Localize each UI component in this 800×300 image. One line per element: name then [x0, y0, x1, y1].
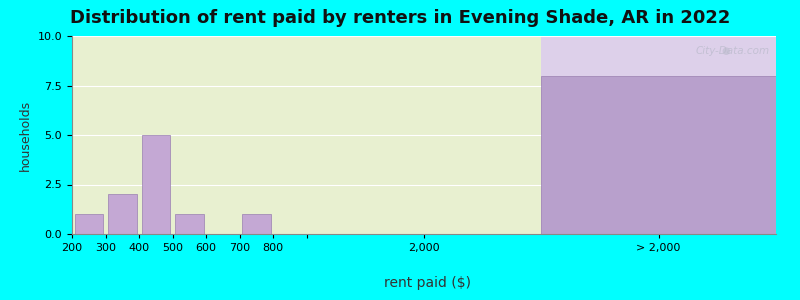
Bar [542, 36, 776, 234]
Bar [542, 76, 776, 234]
Text: City-Data.com: City-Data.com [695, 46, 770, 56]
Bar [242, 214, 270, 234]
Bar [142, 135, 170, 234]
Text: rent paid ($): rent paid ($) [385, 275, 471, 290]
Text: Distribution of rent paid by renters in Evening Shade, AR in 2022: Distribution of rent paid by renters in … [70, 9, 730, 27]
Bar [175, 214, 203, 234]
Bar [108, 194, 137, 234]
Y-axis label: households: households [19, 99, 32, 171]
Bar [72, 36, 542, 234]
Bar [74, 214, 103, 234]
Text: ●: ● [722, 46, 730, 56]
